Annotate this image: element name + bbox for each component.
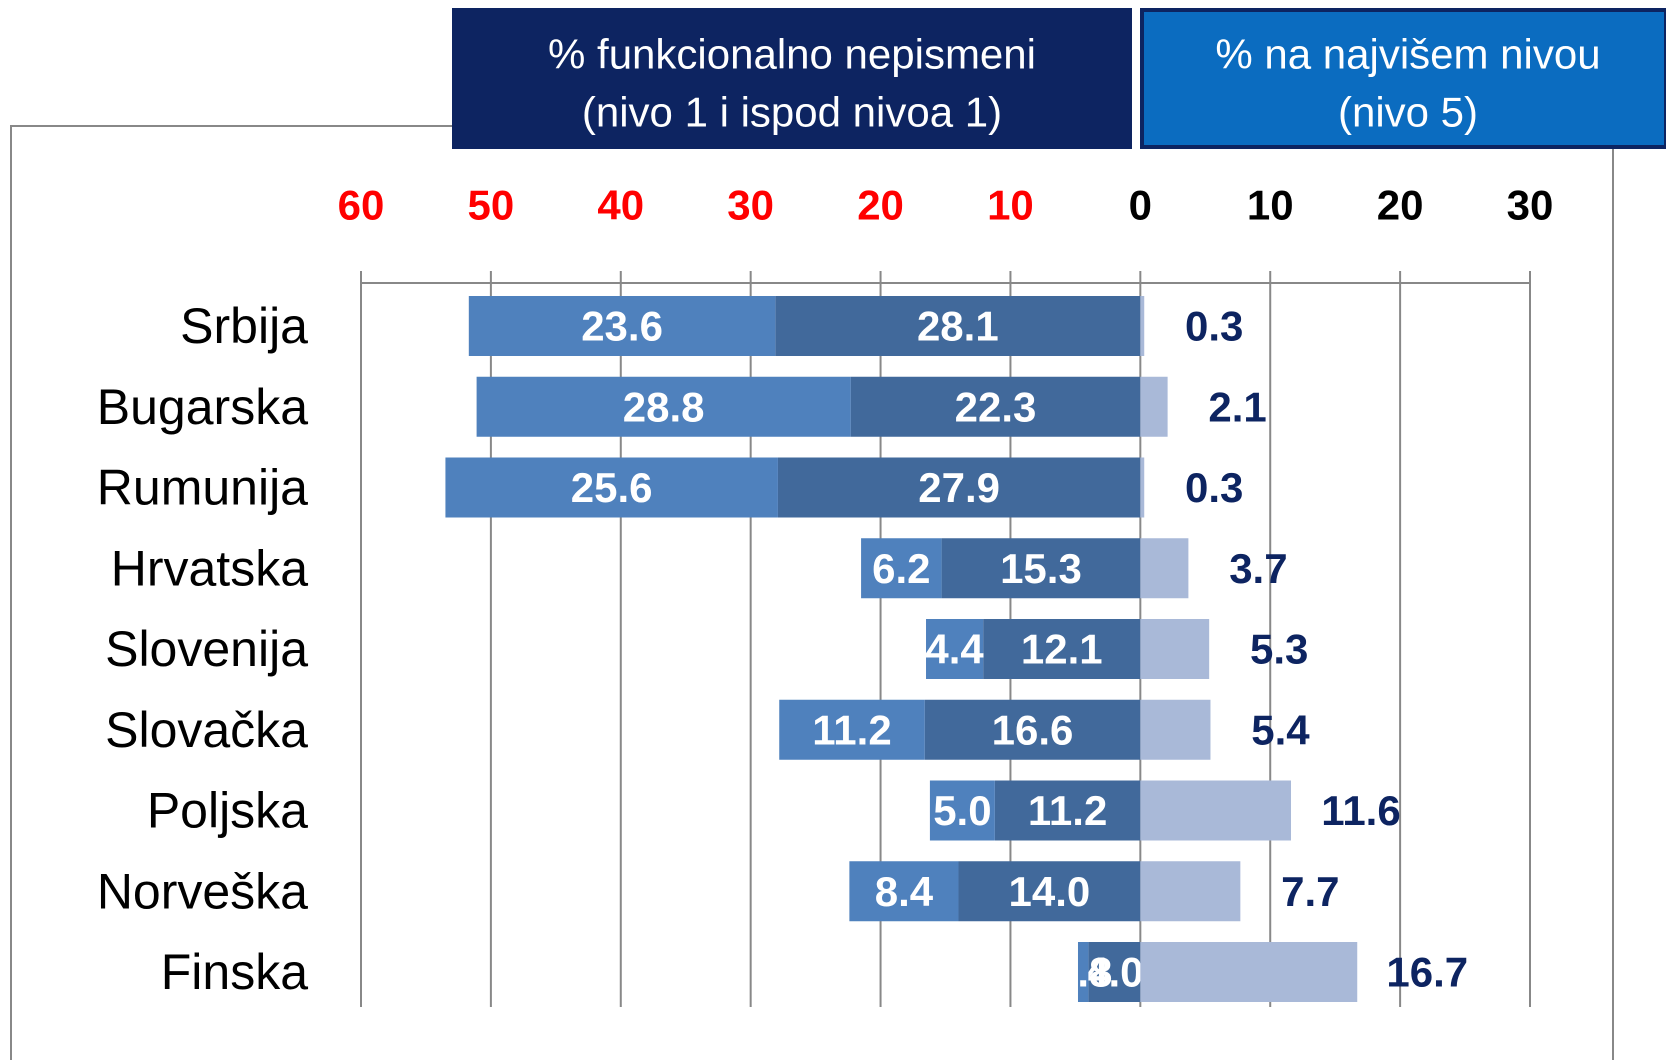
x-tick-label: 20	[1377, 182, 1424, 229]
header-text: (nivo 5)	[1338, 89, 1478, 136]
value-label: 28.8	[623, 383, 705, 430]
x-tick-label: 30	[727, 182, 774, 229]
bar	[1140, 861, 1241, 922]
value-label: 5.3	[1250, 626, 1308, 673]
bar	[929, 780, 995, 841]
bar	[1140, 780, 1292, 841]
category-label: Bugarska	[97, 379, 308, 435]
value-label: 0.8	[1054, 949, 1112, 996]
bar	[1140, 376, 1168, 437]
value-label: 0.3	[1185, 303, 1243, 350]
category-label: Slovačka	[105, 702, 308, 758]
bar	[1140, 619, 1210, 679]
bar	[775, 296, 1141, 356]
value-label: 11.2	[812, 706, 891, 753]
bar	[777, 457, 1141, 518]
value-label: 4.4	[925, 626, 984, 673]
x-tick-label: 0	[1129, 182, 1152, 229]
value-label: 16.7	[1386, 949, 1468, 996]
bar	[1140, 296, 1145, 356]
bar	[983, 619, 1141, 679]
bar	[849, 861, 959, 922]
category-label: Slovenija	[105, 621, 308, 677]
header-text: (nivo 1 i ispod nivoa 1)	[582, 89, 1002, 136]
category-label: Norveška	[97, 863, 308, 919]
bar	[958, 861, 1141, 922]
value-label: 11.2	[1028, 787, 1107, 834]
value-label: 6.2	[872, 545, 930, 592]
category-label: Finska	[161, 944, 308, 1000]
bar	[1140, 699, 1211, 760]
value-label: 5.4	[1251, 706, 1310, 753]
bar	[779, 699, 925, 760]
bar	[1088, 942, 1141, 1002]
bar	[445, 457, 778, 518]
bar	[1140, 942, 1358, 1002]
bar	[941, 538, 1141, 599]
value-label: 23.6	[581, 303, 663, 350]
x-tick-label: 40	[597, 182, 644, 229]
value-label: 27.9	[918, 464, 1000, 511]
category-label: Hrvatska	[111, 540, 308, 596]
bar	[1140, 538, 1189, 599]
x-tick-label: 10	[1247, 182, 1294, 229]
value-label: 5.0	[933, 787, 991, 834]
value-label: 8.4	[875, 868, 934, 915]
bar	[1140, 457, 1145, 518]
bar	[468, 296, 776, 356]
value-label: 0.3	[1185, 464, 1243, 511]
value-label: 25.6	[571, 464, 653, 511]
x-tick-label: 60	[338, 182, 385, 229]
x-tick-label: 10	[987, 182, 1034, 229]
value-label: 4.0	[1085, 949, 1143, 996]
value-label: 7.7	[1281, 868, 1339, 915]
frame	[10, 125, 452, 1060]
header-box	[1140, 8, 1666, 149]
value-label: 16.6	[992, 706, 1074, 753]
header-text: % na najvišem nivou	[1215, 31, 1600, 78]
bar	[926, 619, 984, 679]
value-label: 15.3	[1000, 545, 1082, 592]
value-label: 3.7	[1229, 545, 1287, 592]
x-tick-label: 30	[1507, 182, 1554, 229]
category-label: Rumunija	[97, 460, 308, 516]
bar	[994, 780, 1141, 841]
bar	[924, 699, 1141, 760]
bar	[861, 538, 942, 599]
category-label: Poljska	[147, 783, 308, 839]
bar	[850, 376, 1141, 437]
value-label: 11.6	[1321, 787, 1400, 834]
x-tick-label: 20	[857, 182, 904, 229]
bar	[1077, 942, 1089, 1002]
value-label: 12.1	[1021, 626, 1103, 673]
header-text: % funkcionalno nepismeni	[548, 31, 1036, 78]
value-label: 14.0	[1009, 868, 1091, 915]
header-box	[452, 8, 1132, 149]
value-label: 2.1	[1208, 383, 1266, 430]
value-label: 28.1	[917, 303, 999, 350]
bar	[476, 376, 851, 437]
value-label: 22.3	[955, 383, 1037, 430]
category-label: Srbija	[180, 298, 308, 354]
x-tick-label: 50	[468, 182, 515, 229]
